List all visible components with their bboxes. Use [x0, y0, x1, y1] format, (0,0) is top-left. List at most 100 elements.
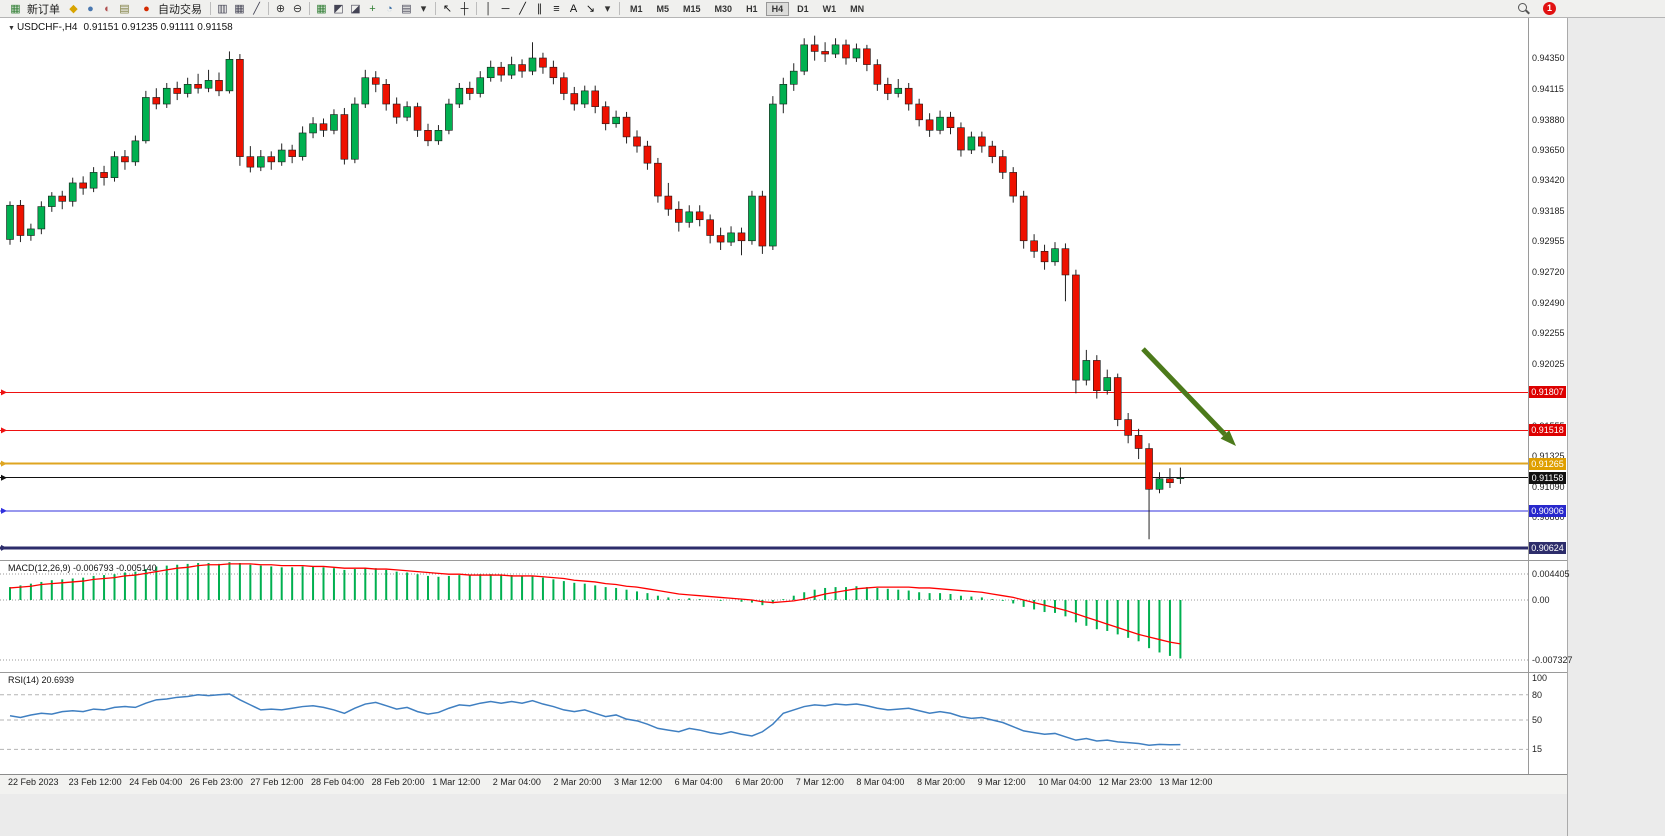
timeframe-w1[interactable]: W1	[822, 3, 837, 14]
rsi-scale-label: 50	[1532, 715, 1543, 725]
timeframe-m1[interactable]: M1	[630, 3, 643, 14]
period-clock-icon[interactable]: ◔	[386, 2, 393, 15]
templates-icon[interactable]: ▤	[401, 3, 412, 15]
price-line-badge: 0.91158	[1529, 471, 1566, 484]
time-label: 2 Mar 04:00	[492, 777, 541, 787]
macd-main-value: -0.006793	[73, 563, 114, 573]
vertical-line-icon[interactable]: │	[485, 2, 492, 15]
time-label: 8 Mar 20:00	[917, 777, 966, 787]
chart-title: ▼ USDCHF-,H4 0.91151 0.91235 0.91111 0.911…	[8, 22, 233, 33]
toolbar-items: ▦ 新订单 ◆ ● ◐ ▤ ● 自动交易 ▥ ▦ ╱ ⊕ ⊖ ▦ ◩ ◪ + ◔ ▤ ▾ ↖ ┼ │ ─ ╱ ∥ ≡ A ↘ ▾ M1 M5 M…	[0, 0, 1665, 17]
right-gutter	[1567, 18, 1665, 836]
shapes-dropdown-icon[interactable]: ▾	[604, 3, 611, 15]
time-label: 2 Mar 20:00	[553, 777, 602, 787]
support-icon[interactable]: ◐	[104, 2, 111, 15]
timeframe-h1[interactable]: H1	[746, 3, 758, 14]
auto-trading-button[interactable]: ● 自动交易	[133, 1, 207, 17]
time-label: 24 Feb 04:00	[129, 777, 183, 787]
new-order-button[interactable]: ▦ 新订单	[2, 1, 65, 17]
price-tick: 0.92720	[1532, 267, 1565, 278]
new-order-icon: ▦	[10, 3, 21, 15]
toolbar-separator	[435, 2, 436, 15]
price-line-badge: 0.91807	[1529, 386, 1566, 399]
search-icon-circle	[1518, 3, 1527, 12]
cursor-icon[interactable]: ↖	[442, 3, 453, 15]
favorites-icon[interactable]: ◆	[69, 3, 78, 15]
timeframe-d1[interactable]: D1	[797, 3, 809, 14]
trendline-icon[interactable]: ╱	[519, 3, 526, 15]
time-label: 12 Mar 23:00	[1098, 777, 1152, 787]
new-order-button-label: 新订单	[27, 3, 60, 16]
time-axis[interactable]	[0, 774, 1567, 794]
rsi-indicator-label: RSI(14) 20.6939	[8, 675, 74, 685]
timeframe-m15[interactable]: M15	[683, 3, 701, 14]
price-line-badge: 0.91265	[1529, 457, 1566, 470]
indicator-window-icon[interactable]: ◪	[350, 3, 361, 15]
rsi-scale-label: 15	[1532, 744, 1543, 754]
time-label: 3 Mar 12:00	[614, 777, 663, 787]
time-label: 6 Mar 20:00	[735, 777, 784, 787]
channel-icon[interactable]: ∥	[536, 3, 543, 15]
macd-signal-value: -0.005140	[116, 563, 157, 573]
chart-symbol-period: USDCHF-,H4	[16, 22, 78, 33]
timeframe-m30[interactable]: M30	[714, 3, 733, 14]
price-line-badge: 0.90906	[1529, 504, 1566, 517]
toolbar-separator	[210, 2, 211, 15]
rsi-name: RSI(14)	[8, 675, 40, 685]
price-tick: 0.91325	[1532, 450, 1565, 461]
price-tick: 0.92490	[1532, 297, 1565, 308]
macd-name: MACD(12,26,9)	[8, 563, 71, 573]
search-icon[interactable]	[1518, 3, 1531, 16]
time-label: 26 Feb 23:00	[189, 777, 243, 787]
timeframe-h4[interactable]: H4	[765, 1, 790, 16]
candlestick-chart-icon[interactable]: ▦	[234, 3, 245, 15]
price-tick: 0.93185	[1532, 206, 1565, 217]
crosshair-icon[interactable]: ┼	[460, 2, 469, 15]
macd-scale-label: 0.004405	[1532, 569, 1570, 579]
macd-scale-label: -0.007327	[1532, 655, 1573, 665]
price-tick: 0.94350	[1532, 53, 1565, 63]
time-label: 27 Feb 12:00	[250, 777, 304, 787]
zoom-out-icon[interactable]: ⊖	[292, 3, 303, 15]
horizontal-line-icon[interactable]: ─	[501, 2, 510, 15]
toolbar-separator	[619, 2, 620, 15]
fibonacci-icon[interactable]: ≡	[553, 2, 560, 15]
toolbar-separator	[309, 2, 310, 15]
auto-trading-icon: ●	[143, 2, 150, 15]
price-tick: 0.94115	[1532, 83, 1564, 94]
bar-chart-icon[interactable]: ▥	[217, 3, 228, 15]
market-icon[interactable]: ▤	[119, 3, 130, 15]
add-indicator-icon[interactable]: +	[369, 2, 376, 15]
time-label: 6 Mar 04:00	[674, 777, 723, 787]
price-tick: 0.93880	[1532, 114, 1565, 125]
time-label: 8 Mar 04:00	[856, 777, 905, 787]
indicators-icon[interactable]: ◩	[333, 3, 344, 15]
symbol-dropdown-icon[interactable]: ▼	[8, 25, 15, 32]
price-tick: 0.93420	[1532, 175, 1565, 186]
price-line-badge: 0.90624	[1529, 541, 1566, 554]
arrows-icon[interactable]: ↘	[585, 3, 596, 15]
templates-dropdown-icon[interactable]: ▾	[420, 3, 427, 15]
text-icon[interactable]: A	[569, 2, 578, 15]
time-label: 22 Feb 2023	[8, 777, 59, 787]
timeframe-m5[interactable]: M5	[656, 3, 670, 14]
timeframe-mn[interactable]: MN	[850, 3, 865, 14]
price-tick: 0.92955	[1532, 236, 1565, 247]
zoom-in-icon[interactable]: ⊕	[275, 3, 286, 15]
price-tick: 0.92025	[1532, 358, 1565, 369]
price-line-badge: 0.91518	[1529, 424, 1566, 437]
time-label: 9 Mar 12:00	[977, 777, 1026, 787]
time-label: 7 Mar 12:00	[795, 777, 844, 787]
time-label: 10 Mar 04:00	[1038, 777, 1092, 787]
macd-scale-label: 0.00	[1532, 595, 1550, 605]
rsi-scale-label: 100	[1532, 673, 1548, 683]
auto-trading-button-label: 自动交易	[158, 3, 202, 16]
notification-badge[interactable]: 1	[1543, 2, 1556, 15]
profile-icon[interactable]: ●	[87, 2, 94, 15]
bottom-strip	[0, 794, 1567, 836]
line-chart-icon[interactable]: ╱	[253, 3, 260, 15]
price-tick: 0.91090	[1532, 481, 1565, 492]
tile-windows-icon[interactable]: ▦	[316, 3, 327, 15]
